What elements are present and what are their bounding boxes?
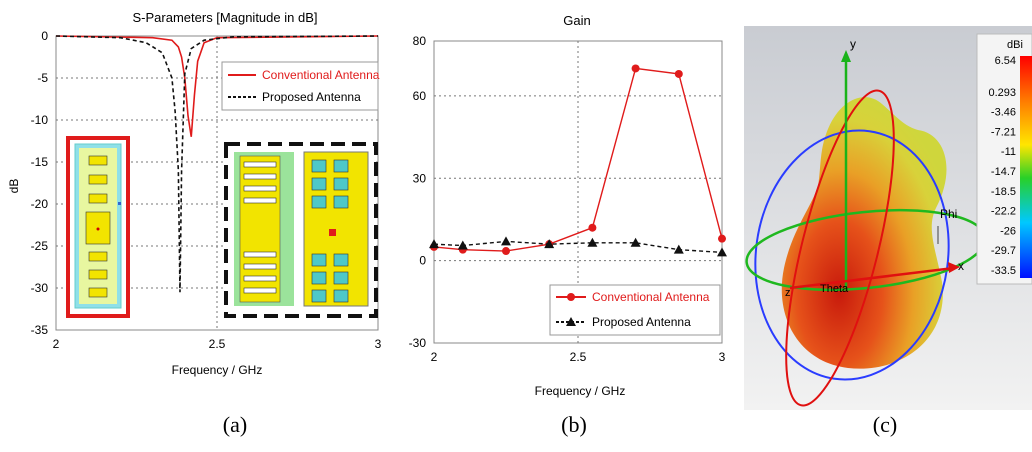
b-series-1-point [630, 237, 641, 247]
chart-a-title: S-Parameters [Magnitude in dB] [133, 10, 318, 25]
b-series-0-point [502, 247, 510, 256]
colorbar-tick-label: -7.21 [991, 126, 1016, 138]
radiation-lobe [781, 97, 947, 369]
b-ytick-label: 60 [413, 89, 427, 103]
a-ytick-label: -5 [37, 71, 48, 85]
colorbar-tick-label: -3.46 [991, 107, 1016, 119]
a-ytick-label: -35 [31, 323, 49, 337]
a-ytick-label: -10 [31, 113, 49, 127]
colorbar-tick-label: -11 [1001, 146, 1016, 158]
b-series-1-line [433, 240, 723, 254]
a-series-0-line [55, 35, 379, 137]
colorbar-tick-label: -29.7 [991, 245, 1016, 257]
s-parameter-chart: S-Parameters [Magnitude in dB] 2 2.5 3 0 -5 -… [7, 10, 382, 377]
colorbar-tick-label: 6.54 [995, 55, 1016, 67]
z-label: z [785, 287, 791, 299]
chart-a-ylabel: dB [7, 179, 21, 194]
b-series-0-point [718, 234, 726, 243]
legend-b-conventional: Conventional Antenna [592, 290, 710, 304]
a-ytick-label: -20 [31, 197, 49, 211]
colorbar-unit: dBi [1007, 39, 1023, 51]
chart-b-title: Gain [563, 13, 590, 28]
chart-b-legend: Conventional Antenna Proposed Antenna [549, 284, 721, 336]
b-series-1-point [717, 247, 727, 257]
b-ytick-label: -30 [409, 336, 427, 350]
ring-red [785, 89, 895, 407]
chart-a-xlabel: Frequency / GHz [172, 363, 263, 377]
b-ytick-label: 0 [419, 254, 426, 268]
b-series-0-point [631, 64, 640, 73]
caption-b: (b) [561, 412, 587, 437]
colorbar-gradient [1020, 56, 1032, 278]
a-series-1-line [55, 35, 379, 293]
b-ytick-label: 30 [413, 171, 427, 185]
b-xtick-label: 2.5 [570, 350, 587, 364]
a-xtick-label: 3 [375, 337, 382, 351]
theta-label: Theta [820, 283, 849, 295]
legend-a-conventional: Conventional Antenna [262, 68, 380, 82]
gain-chart: Gain 2 2.5 3 80 60 30 0 -30 Frequency / GHz Con… [409, 13, 727, 398]
colorbar-tick-label: -14.7 [991, 166, 1016, 178]
b-series-1-point [501, 236, 511, 246]
b-series-0-point [674, 69, 683, 78]
phi-label: Phi [940, 207, 957, 221]
x-axis-label: x [958, 259, 964, 273]
b-series-0-line [433, 67, 723, 252]
caption-a: (a) [222, 412, 248, 437]
a-xtick-label: 2.5 [209, 337, 226, 351]
b-ytick-label: 80 [413, 34, 427, 48]
colorbar-tick-label: -22.2 [991, 206, 1016, 218]
y-axis-label: y [850, 37, 856, 51]
b-xtick-label: 3 [719, 350, 726, 364]
b-xtick-label: 2 [431, 350, 438, 364]
colorbar-tick-label: 0.293 [988, 87, 1016, 99]
colorbar-tick-label: -26 [1000, 225, 1016, 237]
b-series-1-point [429, 239, 439, 249]
x-axis-arrow [789, 266, 955, 290]
chart-a-legend: Conventional Antenna Proposed Antenna [221, 61, 380, 111]
colorbar-tick-label: -33.5 [991, 265, 1016, 277]
a-ytick-label: 0 [41, 29, 48, 43]
proposed-antenna-layout-inset [224, 142, 378, 318]
chart-b-xlabel: Frequency / GHz [535, 384, 626, 398]
a-ytick-label: -25 [31, 239, 49, 253]
b-series-1-point [673, 244, 684, 254]
b-series-1-point [544, 239, 555, 249]
a-ytick-label: -15 [31, 155, 49, 169]
radiation-pattern-3d: y x Phi Theta z dBi 6.54 0.293 -3.46 -7.21 -… [744, 26, 1032, 410]
colorbar: dBi 6.54 0.293 -3.46 -7.21 -11 -14.7 -18.5 -22.… [976, 33, 1032, 285]
legend-a-proposed: Proposed Antenna [262, 90, 361, 104]
b-series-1-point [587, 237, 598, 247]
a-ytick-label: -30 [31, 281, 49, 295]
caption-c: (c) [872, 412, 898, 437]
colorbar-tick-label: -18.5 [991, 186, 1016, 198]
conventional-antenna-layout-inset [66, 136, 130, 318]
b-series-1-point [457, 240, 468, 250]
b-series-0-point [588, 223, 597, 232]
a-xtick-label: 2 [53, 337, 60, 351]
legend-b-proposed: Proposed Antenna [592, 315, 691, 329]
